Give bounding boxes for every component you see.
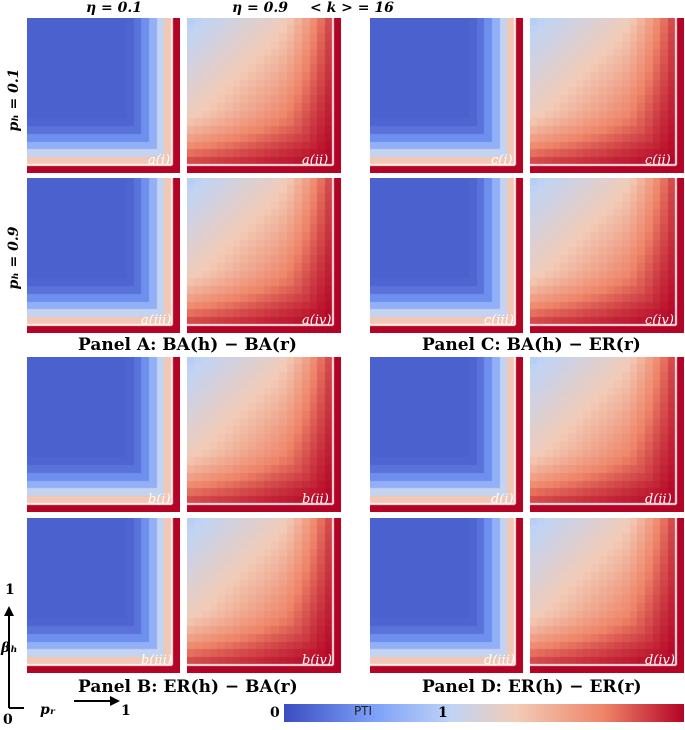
colorbar-max-label: 1 [438, 705, 448, 721]
x-axis-label: pᵣ [40, 702, 56, 718]
subplot-label-a-iv: a(iv) [302, 313, 332, 328]
subplot-label-d-iii: d(iii) [484, 653, 515, 668]
heatmap-b-iii [27, 518, 180, 673]
x-axis-max: 1 [121, 703, 131, 719]
heatmap-b-ii [187, 357, 341, 512]
panel-c-title: Panel C: BA(h) − ER(r) [422, 335, 641, 355]
subplot-label-b-ii: b(ii) [302, 492, 329, 507]
subplot-label-b-i: b(i) [148, 492, 171, 507]
colorbar-min-label: 0 [270, 705, 280, 721]
heatmap-d-iv [530, 518, 684, 673]
y-axis-label: βₕ [1, 640, 18, 656]
heatmap-b-iv [187, 518, 341, 673]
avg-degree-label: < k > = 16 [310, 0, 394, 16]
heatmap-d-iii [370, 518, 523, 673]
heatmap-d-ii [530, 357, 684, 512]
subplot-label-a-i: a(i) [148, 153, 171, 168]
heatmap-a-i [27, 18, 180, 173]
heatmap-c-iv [530, 178, 684, 333]
y-axis-arrow-head [4, 606, 14, 616]
heatmap-b-i [27, 357, 180, 512]
subplot-label-c-iv: c(iv) [645, 313, 674, 328]
x-axis-arrow-head [110, 696, 120, 706]
panel-d-title: Panel D: ER(h) − ER(r) [422, 677, 642, 697]
subplot-label-a-ii: a(ii) [302, 153, 329, 168]
axis-indicator [4, 606, 120, 709]
subplot-label-b-iii: b(iii) [141, 653, 172, 668]
ph-high-label: pₕ = 0.9 [6, 226, 22, 290]
heatmap-c-iii [370, 178, 523, 333]
panel-a-title: Panel A: BA(h) − BA(r) [78, 335, 297, 355]
subplot-label-d-ii: d(ii) [645, 492, 672, 507]
eta-high-label: η = 0.9 [232, 0, 289, 16]
subplot-label-c-i: c(i) [491, 153, 513, 168]
heatmap-a-ii [187, 18, 341, 173]
heatmap-a-iii [27, 178, 180, 333]
colorbar [284, 704, 684, 722]
ph-low-label: pₕ = 0.1 [6, 68, 22, 132]
subplot-label-a-iii: a(iii) [141, 313, 172, 328]
heatmap-c-i [370, 18, 523, 173]
heatmap-a-iv [187, 178, 341, 333]
eta-low-label: η = 0.1 [86, 0, 143, 16]
colorbar-title: PTI [353, 704, 373, 718]
origin-label: 0 [3, 712, 13, 728]
subplot-label-d-i: d(i) [491, 492, 514, 507]
heatmap-d-i [370, 357, 523, 512]
heatmap-c-ii [530, 18, 684, 173]
subplot-label-c-ii: c(ii) [645, 153, 671, 168]
panel-b-title: Panel B: ER(h) − BA(r) [78, 677, 298, 697]
subplot-label-c-iii: c(iii) [484, 313, 514, 328]
y-axis-max: 1 [5, 582, 15, 598]
subplot-label-b-iv: b(iv) [302, 653, 332, 668]
subplot-label-d-iv: d(iv) [645, 653, 675, 668]
